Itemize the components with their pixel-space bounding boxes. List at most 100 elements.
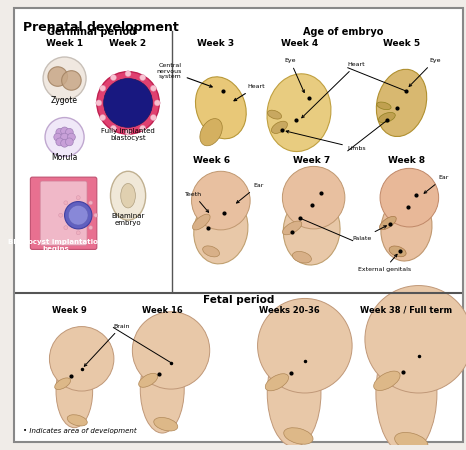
Text: Heart: Heart — [302, 62, 365, 118]
Ellipse shape — [267, 110, 281, 119]
Circle shape — [48, 67, 68, 86]
Circle shape — [192, 171, 250, 230]
Text: Week 1: Week 1 — [46, 39, 83, 48]
Ellipse shape — [284, 428, 313, 444]
Circle shape — [45, 117, 84, 157]
Ellipse shape — [267, 339, 321, 447]
Ellipse shape — [292, 252, 311, 263]
Circle shape — [89, 201, 93, 205]
Text: Eye: Eye — [409, 58, 440, 86]
Ellipse shape — [272, 121, 288, 134]
Circle shape — [125, 129, 131, 135]
Text: Eye: Eye — [284, 58, 304, 93]
Text: Week 6: Week 6 — [192, 157, 230, 166]
Circle shape — [96, 100, 102, 106]
Ellipse shape — [121, 184, 136, 208]
Circle shape — [100, 115, 106, 121]
Text: Teeth: Teeth — [185, 192, 209, 212]
Text: Bilaminar
embryo: Bilaminar embryo — [111, 213, 145, 226]
Text: Week 9: Week 9 — [52, 306, 87, 315]
FancyBboxPatch shape — [14, 8, 463, 442]
Ellipse shape — [203, 246, 219, 257]
Circle shape — [151, 115, 157, 121]
Circle shape — [61, 127, 69, 135]
Ellipse shape — [378, 112, 395, 123]
Circle shape — [49, 327, 114, 391]
Circle shape — [154, 100, 160, 106]
Ellipse shape — [265, 374, 288, 391]
Circle shape — [258, 298, 352, 393]
Text: • Indicates area of development: • Indicates area of development — [22, 428, 136, 434]
Ellipse shape — [282, 221, 302, 235]
Ellipse shape — [154, 418, 178, 431]
Ellipse shape — [381, 195, 432, 261]
Circle shape — [68, 133, 75, 141]
Text: Weeks 20-36: Weeks 20-36 — [259, 306, 320, 315]
Ellipse shape — [395, 432, 428, 450]
Text: Ear: Ear — [424, 175, 449, 194]
Ellipse shape — [55, 378, 70, 390]
Text: Week 2: Week 2 — [110, 39, 147, 48]
Circle shape — [56, 138, 64, 146]
FancyBboxPatch shape — [30, 177, 97, 249]
Ellipse shape — [376, 332, 437, 450]
Circle shape — [61, 140, 69, 147]
Circle shape — [97, 72, 159, 134]
Circle shape — [65, 128, 73, 136]
Circle shape — [380, 168, 439, 227]
Text: Week 8: Week 8 — [388, 157, 425, 166]
Text: Week 5: Week 5 — [383, 39, 420, 48]
Text: Week 7: Week 7 — [293, 157, 330, 166]
Text: Morula: Morula — [51, 153, 78, 162]
Ellipse shape — [389, 246, 406, 257]
Ellipse shape — [139, 374, 158, 387]
Circle shape — [76, 196, 80, 200]
Circle shape — [140, 75, 146, 81]
Text: External genitals: External genitals — [357, 254, 411, 272]
Text: Prenatal development: Prenatal development — [22, 21, 178, 34]
Circle shape — [89, 226, 93, 230]
Ellipse shape — [374, 371, 400, 391]
Circle shape — [64, 226, 68, 230]
Circle shape — [110, 75, 116, 81]
Text: Blastocyst implantation
begins: Blastocyst implantation begins — [8, 239, 103, 252]
Circle shape — [61, 133, 69, 141]
FancyBboxPatch shape — [40, 181, 87, 246]
Circle shape — [151, 86, 157, 91]
Ellipse shape — [110, 171, 146, 220]
Ellipse shape — [67, 415, 87, 426]
Ellipse shape — [267, 74, 331, 152]
Ellipse shape — [195, 77, 246, 139]
Circle shape — [65, 138, 73, 146]
Ellipse shape — [377, 69, 427, 136]
Ellipse shape — [194, 196, 248, 264]
Text: Limbs: Limbs — [286, 130, 366, 151]
Circle shape — [43, 57, 86, 100]
Ellipse shape — [200, 119, 222, 146]
Circle shape — [69, 206, 88, 225]
Ellipse shape — [192, 214, 210, 230]
Circle shape — [56, 128, 64, 136]
Ellipse shape — [283, 195, 340, 265]
Text: Week 3: Week 3 — [198, 39, 234, 48]
Text: Heart: Heart — [234, 84, 265, 101]
Text: Fetal period: Fetal period — [203, 295, 274, 305]
Circle shape — [125, 71, 131, 77]
Circle shape — [132, 312, 210, 389]
Circle shape — [110, 126, 116, 131]
Ellipse shape — [140, 345, 184, 433]
Text: Week 38 / Full term: Week 38 / Full term — [360, 306, 452, 315]
Circle shape — [94, 213, 98, 217]
Text: Week 4: Week 4 — [281, 39, 319, 48]
Ellipse shape — [379, 216, 396, 230]
Text: Fully implanted
blastocyst: Fully implanted blastocyst — [101, 128, 155, 141]
Text: Week 16: Week 16 — [142, 306, 183, 315]
Circle shape — [76, 231, 80, 235]
Ellipse shape — [377, 102, 391, 110]
Text: Brain: Brain — [84, 324, 130, 366]
Text: Germinal period: Germinal period — [48, 27, 137, 36]
Circle shape — [64, 201, 68, 205]
Circle shape — [62, 71, 81, 90]
Circle shape — [365, 286, 466, 393]
Ellipse shape — [56, 355, 93, 428]
